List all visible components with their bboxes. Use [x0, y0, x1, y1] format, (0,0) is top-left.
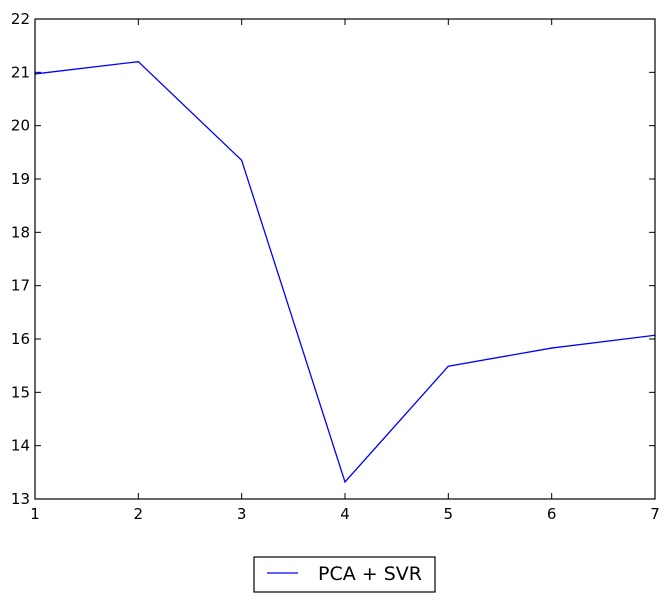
- legend: PCA + SVR: [253, 556, 436, 593]
- x-tick-labels: 1 2 3 4 5 6 7: [30, 505, 660, 523]
- x-tick-label: 1: [30, 505, 40, 523]
- x-tick-label: 4: [340, 505, 350, 523]
- y-tick-label: 19: [11, 170, 30, 188]
- x-tick-label: 3: [237, 505, 247, 523]
- y-tick-label: 21: [11, 63, 30, 81]
- plot-area-frame: [34, 18, 656, 500]
- x-tick-label: 7: [650, 505, 660, 523]
- y-tick-labels: 13 14 15 16 17 18 19 20 21 22: [11, 10, 30, 508]
- x-tick-label: 2: [134, 505, 144, 523]
- y-tick-label: 17: [11, 277, 30, 295]
- legend-box: [253, 556, 436, 593]
- x-tick-label: 5: [444, 505, 454, 523]
- x-tick-label: 6: [547, 505, 557, 523]
- data-point: [550, 347, 553, 349]
- y-tick-label: 14: [11, 437, 30, 455]
- data-point: [447, 365, 450, 367]
- y-tick-label: 22: [11, 10, 30, 28]
- data-point: [344, 481, 346, 483]
- y-tick-label: 15: [11, 383, 30, 401]
- y-tick-label: 13: [11, 490, 30, 508]
- legend-label: PCA + SVR: [318, 563, 422, 585]
- data-point: [137, 60, 140, 63]
- y-tick-label: 20: [11, 117, 30, 135]
- data-point: [240, 159, 243, 162]
- y-tick-label: 18: [11, 223, 30, 241]
- y-tick-label: 16: [11, 330, 30, 348]
